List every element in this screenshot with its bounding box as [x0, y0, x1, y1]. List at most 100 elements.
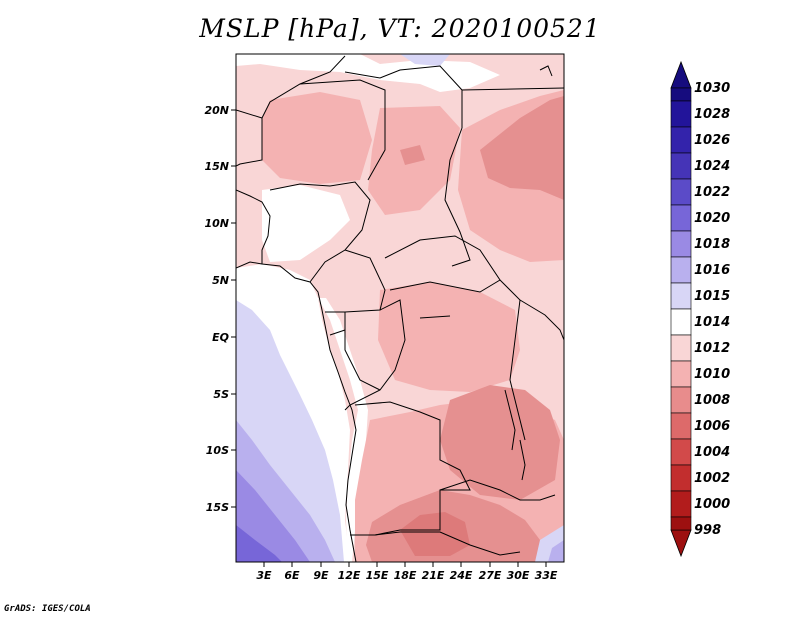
lon-label-9e: 9E	[313, 569, 329, 582]
colorbar-label: 1008	[694, 393, 730, 408]
ocean-deepest	[236, 525, 282, 562]
lon-label-3e: 3E	[256, 569, 272, 582]
border-drc	[344, 299, 406, 411]
colorbar-label: 1016	[694, 263, 730, 278]
plot-frame	[235, 53, 565, 563]
colorbar-label: 1004	[694, 445, 730, 460]
colorbar-label: 1010	[694, 367, 730, 382]
border-cameroon	[344, 249, 386, 313]
border-zambia	[439, 479, 556, 501]
map-title: MSLP [hPa], VT: 2020100521	[199, 14, 601, 43]
colorbar-cell	[670, 204, 692, 232]
colorbar-label: 1015	[694, 289, 730, 304]
colorbar-cell	[670, 126, 692, 154]
colorbar-cell	[670, 516, 692, 531]
dark-northeast	[480, 96, 564, 200]
lat-label-15n: 15N	[204, 160, 229, 173]
colorbar-label: 1012	[694, 341, 730, 356]
lon-label-30e: 30E	[507, 569, 530, 582]
border-gabon	[325, 311, 346, 336]
colorbar-cell	[670, 308, 692, 336]
colorbar-cell	[670, 438, 692, 466]
border-mali	[236, 118, 263, 167]
colorbar-label: 1006	[694, 419, 730, 434]
colorbar-cell	[670, 386, 692, 414]
lon-label-33e: 33E	[535, 569, 558, 582]
colorbar-label: 998	[694, 523, 721, 538]
lat-label-eq: EQ	[212, 331, 229, 344]
colorbar-label: 1030	[694, 81, 730, 96]
colorbar-label: 1018	[694, 237, 730, 252]
lat-label-5n: 5N	[212, 274, 229, 287]
lat-label-10n: 10N	[204, 217, 229, 230]
border-drc-east	[499, 279, 526, 441]
colorbar-cell	[670, 230, 692, 258]
lake-1	[504, 389, 516, 451]
colorbar-top-arrow	[670, 60, 692, 89]
colorbar-cell	[670, 464, 692, 492]
border-car	[384, 235, 501, 293]
border-east	[519, 299, 564, 341]
colorbar-cell	[670, 256, 692, 284]
colorbar-label: 1022	[694, 185, 730, 200]
lat-axis: 20N 15N 10N 5N EQ 5S 10S 15S	[204, 104, 236, 514]
colorbar-bottom-arrow	[670, 529, 692, 558]
border-congo	[344, 312, 381, 391]
border-namibia	[374, 531, 521, 556]
lake-2	[519, 439, 526, 481]
lat-label-10s: 10S	[206, 444, 229, 457]
coastline-westafrica	[236, 189, 271, 264]
border-nigeria	[269, 181, 371, 283]
colorbar-cell	[670, 87, 692, 102]
lon-label-12e: 12E	[338, 569, 361, 582]
lon-label-27e: 27E	[479, 569, 502, 582]
border-north-2	[344, 65, 463, 128]
border-chad	[444, 127, 471, 267]
pink-congo	[378, 282, 520, 392]
pressure-field	[236, 54, 564, 562]
dark-southeast	[440, 385, 560, 500]
colorbar-cell	[670, 152, 692, 180]
colorbar-label: 1014	[694, 315, 730, 330]
darker-south	[400, 512, 470, 556]
colorbar-label: 1024	[694, 159, 730, 174]
lon-label-6e: 6E	[284, 569, 300, 582]
coast-strip	[318, 298, 368, 562]
coast-northeast	[539, 65, 553, 77]
colorbar-label: 1026	[694, 133, 730, 148]
colorbar-cell	[670, 360, 692, 388]
colorbar-cell	[670, 334, 692, 362]
north-lavender	[400, 54, 450, 66]
dark-chad	[400, 145, 425, 165]
grads-credit: GrADS: IGES/COLA	[4, 604, 91, 614]
colorbar-label: 1000	[694, 497, 730, 512]
country-borders	[236, 55, 564, 562]
colorbar-label: 1020	[694, 211, 730, 226]
lon-label-24e: 24E	[450, 569, 473, 582]
colorbar: 1030 1028 1026 1024 1022 1020 1018 1016 1015 1014…	[670, 60, 730, 558]
pink-north	[262, 92, 372, 184]
lon-label-21e: 21E	[422, 569, 445, 582]
ocean-deep	[236, 470, 310, 562]
ocean-southeast-blue	[548, 540, 564, 562]
lon-axis: 3E 6E 9E 12E 15E 18E 21E 24E 27E 30E 33E	[256, 562, 558, 582]
lat-label-5s: 5S	[213, 388, 229, 401]
colorbar-label: 1002	[694, 471, 730, 486]
colorbar-cell	[670, 412, 692, 440]
lat-label-15s: 15S	[206, 501, 229, 514]
colorbar-cell	[670, 178, 692, 206]
border-sudan	[461, 87, 564, 91]
colorbar-cell	[670, 100, 692, 128]
border-niger	[299, 79, 386, 181]
colorbar-label: 1028	[694, 107, 730, 122]
border-angola	[350, 401, 471, 536]
colorbar-cell	[670, 282, 692, 310]
westafrica-white	[262, 185, 350, 262]
lake-3	[419, 315, 451, 319]
coastline-west	[236, 261, 357, 562]
lat-label-20n: 20N	[204, 104, 229, 117]
lon-label-15e: 15E	[366, 569, 389, 582]
lon-label-18e: 18E	[394, 569, 417, 582]
colorbar-cell	[670, 490, 692, 518]
